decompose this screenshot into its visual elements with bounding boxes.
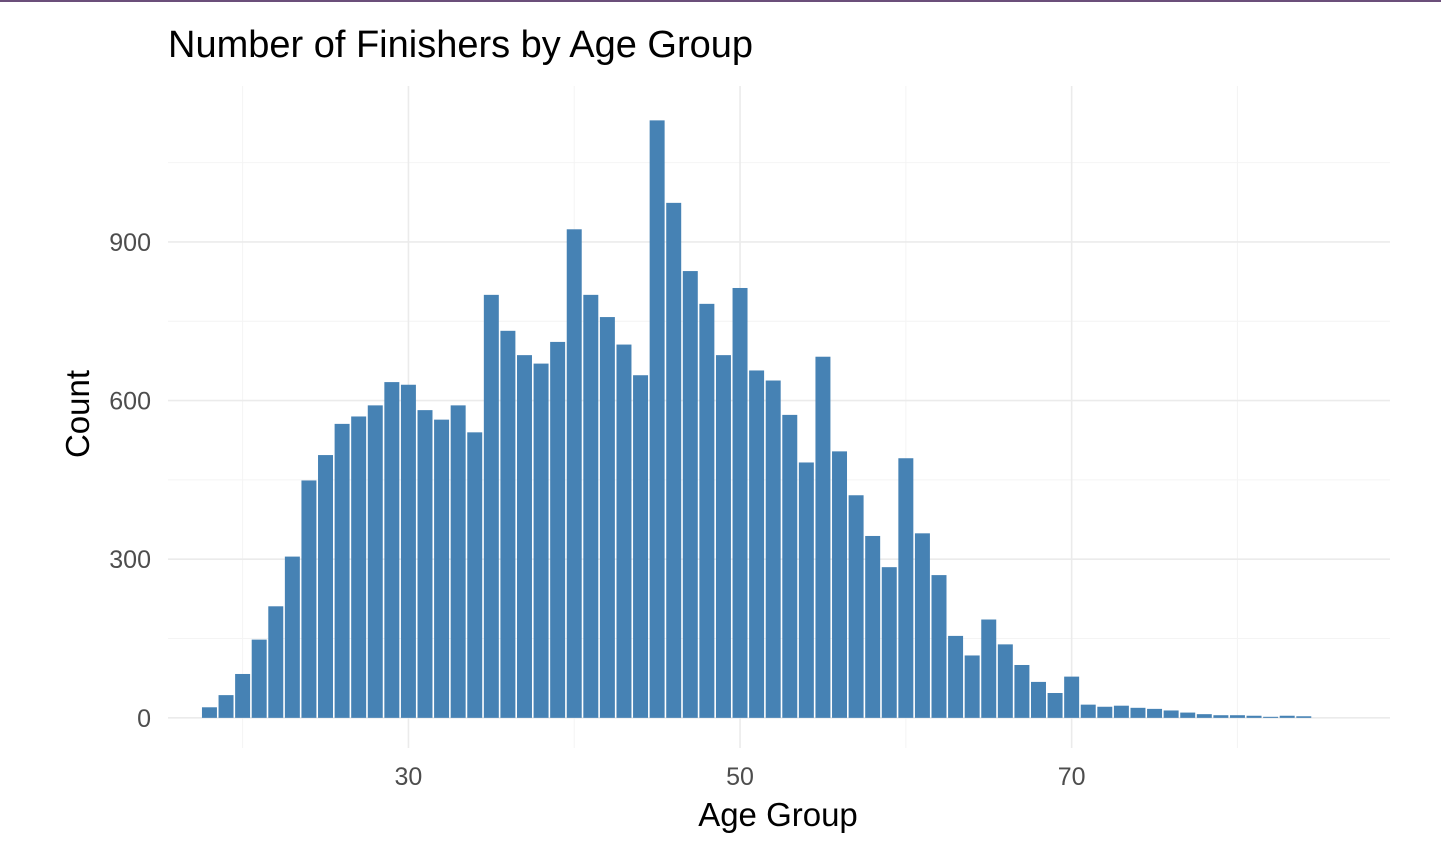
bar-age-49	[715, 355, 731, 718]
bar-age-37	[516, 355, 532, 718]
x-tick-label: 30	[395, 763, 423, 791]
bar-age-20	[235, 673, 251, 718]
bar-age-46	[666, 202, 682, 718]
bar-age-41	[583, 294, 599, 718]
bar-age-23	[284, 556, 300, 718]
bar-age-45	[649, 120, 665, 718]
bar-age-25	[318, 455, 334, 718]
bar-age-19	[218, 695, 234, 718]
bar-age-40	[566, 229, 582, 718]
x-tick-label: 70	[1058, 763, 1086, 791]
bar-age-39	[550, 341, 566, 718]
bar-age-81	[1246, 715, 1262, 718]
bar-age-42	[599, 317, 615, 718]
top-border-line	[0, 0, 1441, 2]
chart-title: Number of Finishers by Age Group	[168, 24, 753, 66]
bar-age-54	[798, 462, 814, 718]
bar-age-73	[1113, 705, 1129, 718]
y-tick-label: 300	[109, 546, 151, 574]
bar-age-28	[367, 405, 383, 718]
bar-age-83	[1279, 715, 1295, 718]
bar-age-52	[765, 380, 781, 718]
x-tick-label: 50	[726, 763, 754, 791]
bar-age-18	[201, 707, 217, 718]
x-axis-title: Age Group	[698, 796, 858, 833]
bar-age-33	[450, 405, 466, 718]
bar-age-58	[865, 535, 881, 718]
y-tick-label: 600	[109, 388, 151, 416]
bar-age-47	[682, 271, 698, 718]
bar-age-44	[633, 375, 649, 718]
bar-age-62	[931, 575, 947, 718]
bar-age-79	[1213, 715, 1229, 718]
y-axis-title: Count	[59, 370, 96, 458]
bar-age-70	[1064, 676, 1080, 718]
y-tick-label: 0	[137, 705, 151, 733]
bar-age-61	[914, 533, 930, 718]
bar-age-76	[1163, 710, 1179, 718]
bar-age-63	[948, 635, 964, 718]
bar-age-31	[417, 410, 433, 718]
bar-age-53	[782, 414, 798, 718]
bar-age-68	[1030, 681, 1046, 718]
bar-age-51	[749, 370, 765, 718]
y-tick-label: 900	[109, 229, 151, 257]
bar-age-38	[533, 363, 549, 718]
bar-age-71	[1080, 704, 1096, 718]
bar-age-29	[384, 382, 400, 718]
bar-age-32	[434, 419, 450, 718]
bar-age-75	[1147, 708, 1163, 718]
bar-age-66	[997, 644, 1013, 718]
bar-age-59	[881, 567, 897, 718]
bar-age-72	[1097, 706, 1113, 718]
bar-age-26	[334, 423, 350, 718]
bar-age-27	[351, 416, 367, 718]
bar-age-50	[732, 287, 748, 718]
bar-age-34	[467, 432, 483, 718]
tick-labels: 30 50 70 0 300 600 900	[109, 229, 1085, 791]
bar-age-67	[1014, 664, 1030, 718]
bar-age-36	[500, 330, 516, 718]
bar-age-43	[616, 344, 632, 718]
bar-age-48	[699, 303, 715, 718]
bar-age-22	[268, 606, 284, 718]
bar-age-65	[981, 619, 997, 718]
bar-age-21	[251, 639, 267, 718]
bar-age-35	[483, 294, 499, 718]
bar-age-78	[1196, 714, 1212, 718]
bar-age-30	[400, 384, 416, 718]
bar-age-69	[1047, 693, 1063, 718]
bars	[201, 120, 1312, 718]
bar-age-57	[848, 495, 864, 718]
bar-age-24	[301, 480, 317, 718]
bar-age-74	[1130, 707, 1146, 718]
bar-age-60	[898, 458, 914, 718]
bar-age-80	[1229, 715, 1245, 718]
bar-age-84	[1296, 716, 1312, 718]
bar-age-64	[964, 655, 980, 718]
bar-age-56	[832, 451, 848, 718]
bar-age-77	[1180, 712, 1196, 718]
bar-age-82	[1263, 716, 1279, 718]
bar-age-55	[815, 356, 831, 718]
